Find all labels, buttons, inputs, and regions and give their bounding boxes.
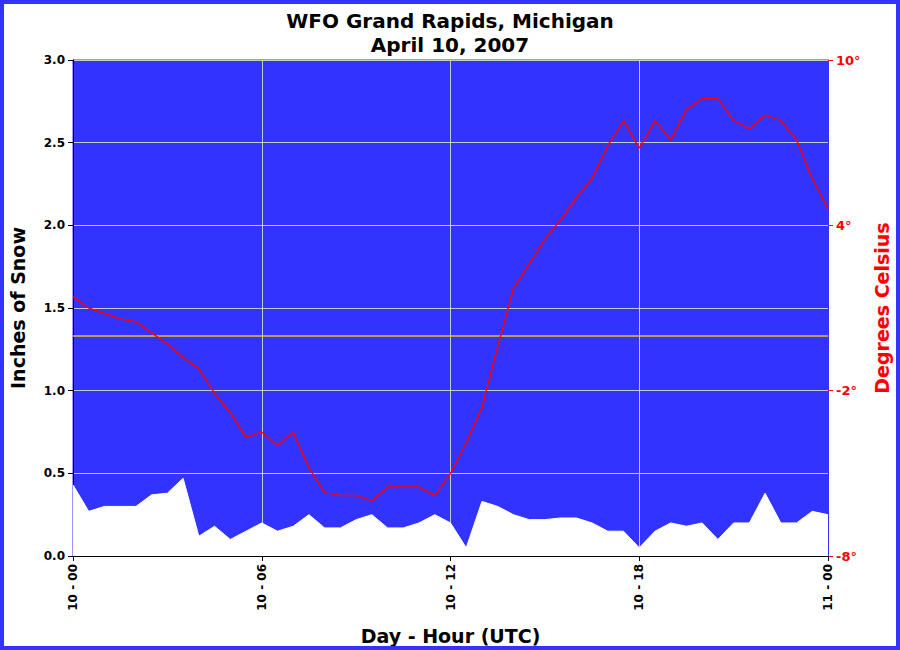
svg-text:11 - 00: 11 - 00 bbox=[821, 564, 835, 611]
svg-text:-2°: -2° bbox=[836, 383, 857, 398]
svg-text:3.0: 3.0 bbox=[44, 53, 65, 67]
svg-text:4°: 4° bbox=[836, 218, 852, 233]
svg-text:10 - 12: 10 - 12 bbox=[444, 564, 458, 611]
svg-text:10 - 18: 10 - 18 bbox=[632, 564, 646, 611]
svg-text:-8°: -8° bbox=[836, 549, 857, 564]
svg-text:0.0: 0.0 bbox=[44, 549, 65, 563]
svg-text:Day - Hour (UTC): Day - Hour (UTC) bbox=[361, 625, 541, 647]
svg-text:10°: 10° bbox=[836, 53, 861, 68]
svg-text:0.5: 0.5 bbox=[44, 466, 65, 480]
svg-text:10 - 06: 10 - 06 bbox=[255, 564, 269, 611]
svg-text:1.5: 1.5 bbox=[44, 301, 65, 315]
svg-text:2.0: 2.0 bbox=[44, 218, 65, 232]
svg-text:1.0: 1.0 bbox=[44, 384, 65, 398]
svg-text:Degrees Celsius: Degrees Celsius bbox=[871, 222, 893, 393]
svg-text:2.5: 2.5 bbox=[44, 136, 65, 150]
svg-text:April 10, 2007: April 10, 2007 bbox=[371, 33, 529, 57]
svg-text:10 - 00: 10 - 00 bbox=[66, 564, 80, 611]
svg-text:Inches of Snow: Inches of Snow bbox=[7, 227, 29, 389]
svg-text:WFO Grand Rapids, Michigan: WFO Grand Rapids, Michigan bbox=[286, 9, 614, 33]
